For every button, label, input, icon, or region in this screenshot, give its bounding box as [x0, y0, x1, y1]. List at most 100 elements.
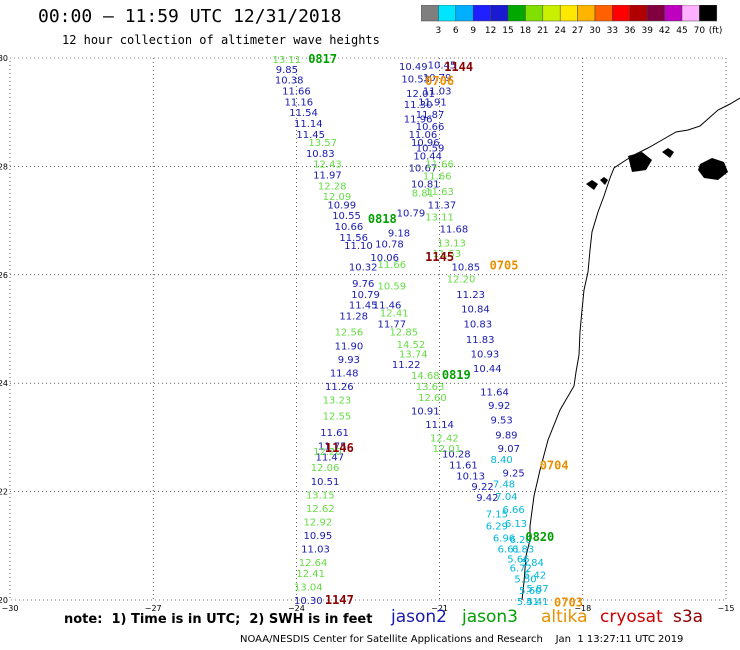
colorbar-tick-label: 70	[694, 26, 706, 36]
swh-value: 10.83	[306, 149, 335, 160]
swh-value: 10.13	[456, 471, 485, 482]
lat-lon-grid	[9, 57, 727, 601]
swh-value: 12.20	[313, 447, 342, 458]
map-frame	[9, 57, 727, 601]
track-time-label: 1146	[325, 441, 354, 455]
swh-value: 11.03	[423, 87, 452, 98]
legend-s3a: s3a	[673, 607, 704, 627]
swh-value: 11.10	[344, 241, 373, 252]
african-coastline	[521, 97, 740, 601]
swh-value: 12.09	[323, 192, 352, 203]
swh-value: 5.66	[507, 554, 529, 565]
swh-value: 11.16	[284, 97, 313, 108]
swh-value: 9.76	[352, 279, 374, 290]
swh-value: 9.42	[476, 493, 498, 504]
swh-value: 11.45	[296, 130, 325, 141]
swh-value: 9.22	[471, 482, 493, 493]
swh-value: 12.92	[304, 517, 333, 528]
colorbar-tick-label: 36	[624, 26, 636, 36]
track-time-label: 0819	[442, 368, 471, 382]
swh-value: 12.28	[318, 181, 347, 192]
swh-value: 11.37	[428, 200, 457, 211]
x-tick-label: −15	[718, 604, 735, 613]
swh-value: 11.56	[339, 233, 368, 244]
track-time-label: 0817	[308, 52, 337, 66]
track-time-label: 1147	[325, 593, 354, 607]
page-subtitle: 12 hour collection of altimeter wave hei…	[62, 33, 380, 47]
x-tick-label: −30	[2, 604, 19, 613]
swh-value: 12.62	[306, 504, 335, 515]
swh-value: 11.64	[480, 387, 509, 398]
swh-value: 12.43	[313, 160, 342, 171]
swh-value: 10.85	[452, 263, 481, 274]
swh-value: 12.41	[380, 309, 409, 320]
swh-value: 5.41	[517, 597, 539, 608]
swh-value: 5.60	[519, 586, 541, 597]
swh-value: 5.50	[514, 574, 536, 585]
swh-value: 11.66	[425, 160, 454, 171]
swh-value: 11.06	[409, 130, 438, 141]
colorbar-tick-label: 12	[485, 26, 496, 36]
swh-value: 10.79	[397, 208, 426, 219]
swh-value: 10.79	[351, 290, 380, 301]
swh-value: 5.42	[524, 571, 546, 582]
swh-value: 9.53	[491, 416, 513, 427]
swh-value: 14.68	[411, 371, 440, 382]
swh-value: 9.85	[276, 65, 298, 76]
swh-value: 6.29	[486, 522, 508, 533]
colorbar-tick-label: 15	[502, 26, 513, 36]
y-tick-label: 30	[0, 54, 8, 63]
swh-value: 14.52	[397, 340, 426, 351]
track-time-label: 0818	[368, 212, 397, 226]
legend-jason3: jason3	[462, 607, 518, 627]
swh-value: 12.64	[299, 558, 328, 569]
colorbar-swatch	[699, 5, 718, 22]
swh-value: 12.55	[323, 412, 352, 423]
swh-value: 10.59	[378, 282, 407, 293]
swh-value: 10.96	[411, 138, 440, 149]
swh-value: 10.99	[327, 200, 356, 211]
swh-value: 9.25	[502, 469, 524, 480]
swh-value: 11.90	[335, 341, 364, 352]
swh-value: 12.01	[432, 444, 461, 455]
swh-value: 11.30	[404, 100, 433, 111]
swh-value: 13.11	[273, 55, 302, 66]
colorbar-tick-label: 45	[676, 26, 687, 36]
swh-value: 11.61	[320, 428, 349, 439]
colorbar-tick-label: 6	[453, 26, 459, 36]
swh-value: 12.56	[335, 328, 364, 339]
swh-value: 11.28	[339, 311, 368, 322]
swh-value: 6.13	[505, 519, 527, 530]
swh-value: 10.51	[311, 477, 340, 488]
swh-value: 10.55	[332, 211, 361, 222]
track-time-label: 0706	[425, 74, 454, 88]
x-tick-label: −27	[145, 604, 162, 613]
y-tick-label: 22	[0, 488, 8, 497]
swh-value: 13.63	[416, 382, 445, 393]
colorbar-tick-label: 3	[436, 26, 442, 36]
swh-value: 11.48	[330, 368, 359, 379]
legend-cryosat: cryosat	[600, 607, 663, 627]
swh-value: 11.66	[378, 260, 407, 271]
colorbar-tick-label: 33	[607, 26, 618, 36]
swh-value: 12.85	[389, 328, 418, 339]
swh-value: 8.40	[491, 455, 513, 466]
swh-value: 5.87	[526, 584, 548, 595]
swh-value: 10.81	[411, 180, 440, 191]
swh-value: 10.84	[461, 304, 490, 315]
swh-value: 10.49	[399, 62, 428, 73]
canary-island-3	[662, 148, 674, 158]
swh-value: 12.20	[447, 275, 476, 286]
swh-value: 13.11	[425, 212, 454, 223]
swh-value: 13.57	[308, 138, 337, 149]
x-tick-label: −24	[288, 604, 305, 613]
color-scale-legend: 3 6 9 12 15 18 21 24 27 30 33 36 39 42 45 70 (ft)	[421, 5, 722, 36]
swh-value: 10.30	[294, 596, 323, 607]
swh-value: 6.61	[498, 545, 520, 556]
swh-value: 13.13	[437, 238, 466, 249]
swh-value: 10.83	[463, 320, 492, 331]
canary-island-2	[698, 158, 728, 180]
swh-value: 11.66	[282, 87, 311, 98]
swh-value: 10.93	[471, 349, 500, 360]
y-tick-label: 28	[0, 162, 8, 171]
